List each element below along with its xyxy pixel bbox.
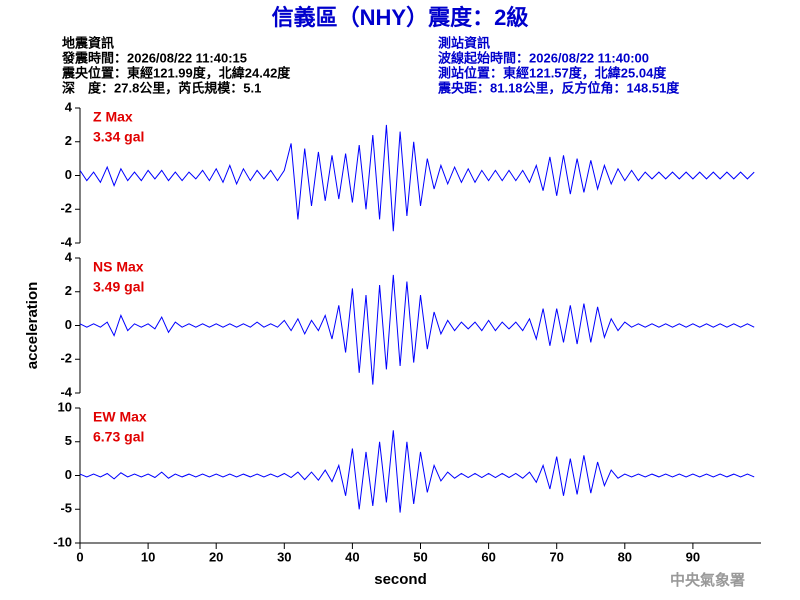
y-tick-label: 5: [65, 433, 72, 448]
max-annotation: 6.73 gal: [93, 429, 144, 445]
x-tick-label: 20: [209, 549, 223, 564]
agency: 中央氣象署: [670, 571, 745, 589]
waveform: [79, 430, 755, 513]
x-tick-label: 70: [549, 549, 563, 564]
x-tick-label: 0: [76, 549, 83, 564]
y-tick-label: 4: [65, 249, 73, 264]
y-tick-label: -2: [60, 351, 72, 366]
max-annotation: EW Max: [93, 409, 147, 425]
y-tick-label: 2: [65, 133, 72, 148]
x-tick-label: 80: [618, 549, 632, 564]
x-tick-label: 90: [686, 549, 700, 564]
y-tick-label: -5: [60, 501, 72, 516]
info-line: 地震資訊: [62, 35, 114, 50]
info-line: 震央位置：東經121.99度，北緯24.42度: [61, 65, 291, 80]
x-tick-label: 30: [277, 549, 291, 564]
x-tick-label: 10: [141, 549, 155, 564]
y-tick-label: 0: [65, 467, 72, 482]
x-tick-label: 50: [413, 549, 427, 564]
max-annotation: Z Max: [93, 109, 133, 125]
title: 信義區（NHY）震度：2級: [272, 5, 529, 30]
y-tick-label: -10: [53, 534, 72, 549]
info-line: 測站位置：東經121.57度，北緯25.04度: [438, 65, 667, 80]
y-axis-label: acceleration: [24, 282, 41, 370]
y-tick-label: 10: [58, 399, 72, 414]
info-line: 波線起始時間：2026/08/22 11:40:00: [438, 50, 649, 65]
y-tick-label: -4: [60, 384, 72, 399]
info-line: 發震時間：2026/08/22 11:40:15: [61, 50, 247, 65]
max-annotation: 3.34 gal: [93, 129, 144, 145]
info-line: 震央距：81.18公里，反方位角：148.51度: [437, 80, 680, 95]
info-line: 測站資訊: [438, 35, 490, 50]
waveform: [79, 274, 755, 385]
waveform: [79, 124, 755, 232]
y-tick-label: -4: [60, 234, 72, 249]
y-tick-label: 4: [65, 99, 73, 114]
x-axis-label: second: [374, 571, 427, 588]
y-tick-label: 2: [65, 283, 72, 298]
y-tick-label: -2: [60, 201, 72, 216]
max-annotation: NS Max: [93, 259, 144, 275]
max-annotation: 3.49 gal: [93, 279, 144, 295]
x-tick-label: 60: [481, 549, 495, 564]
info-line: 深 度：27.8公里，芮氏規模：5.1: [62, 80, 261, 95]
y-tick-label: 0: [65, 167, 72, 182]
y-tick-label: 0: [65, 317, 72, 332]
x-tick-label: 40: [345, 549, 359, 564]
